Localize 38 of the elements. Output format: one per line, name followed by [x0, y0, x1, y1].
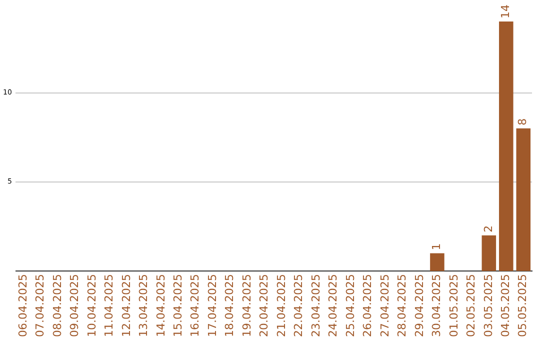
bar	[499, 21, 514, 272]
x-tick-label: 20.04.2025	[258, 274, 271, 338]
x-tick-label: 15.04.2025	[172, 274, 185, 338]
x-tick-label: 05.05.2025	[516, 274, 530, 338]
x-tick-label: 10.04.2025	[85, 274, 98, 338]
x-tick-label: 30.04.2025	[430, 274, 444, 338]
x-tick-label: 22.04.2025	[292, 274, 306, 338]
x-tick-label: 04.05.2025	[499, 274, 512, 338]
x-tick-label: 17.04.2025	[206, 274, 219, 338]
x-tick-label: 23.04.2025	[309, 274, 322, 338]
x-tick-label: 26.04.2025	[361, 274, 374, 338]
data-label: 1	[430, 243, 444, 250]
bar	[482, 235, 496, 272]
bar	[430, 253, 444, 272]
x-tick-label: 28.04.2025	[396, 274, 409, 338]
x-tick-label: 06.04.2025	[16, 274, 30, 338]
bar	[516, 128, 531, 272]
x-tick-label: 07.04.2025	[34, 274, 47, 338]
x-tick-label: 03.05.2025	[482, 274, 495, 338]
x-tick-label: 09.04.2025	[68, 274, 82, 338]
x-tick-label: 16.04.2025	[188, 274, 202, 338]
x-tick-label: 24.04.2025	[326, 274, 340, 338]
x-tick-label: 25.04.2025	[344, 274, 357, 338]
x-tick-label: 27.04.2025	[378, 274, 392, 338]
x-tick-label: 12.04.2025	[120, 274, 133, 338]
x-tick-label: 29.04.2025	[412, 274, 426, 338]
data-label: 14	[499, 4, 512, 18]
x-tick-label: 18.04.2025	[223, 274, 236, 338]
data-label: 8	[516, 118, 530, 126]
x-tick-label: 11.04.2025	[102, 274, 116, 338]
x-tick-label: 01.05.2025	[447, 274, 460, 338]
x-tick-label: 08.04.2025	[50, 274, 64, 338]
data-label: 2	[482, 225, 495, 232]
x-tick-label: 02.05.2025	[464, 274, 478, 338]
x-tick-label: 21.04.2025	[274, 274, 288, 338]
x-tick-label: 19.04.2025	[240, 274, 254, 338]
x-tick-label: 13.04.2025	[137, 274, 150, 338]
x-tick-label: 14.04.2025	[154, 274, 168, 338]
